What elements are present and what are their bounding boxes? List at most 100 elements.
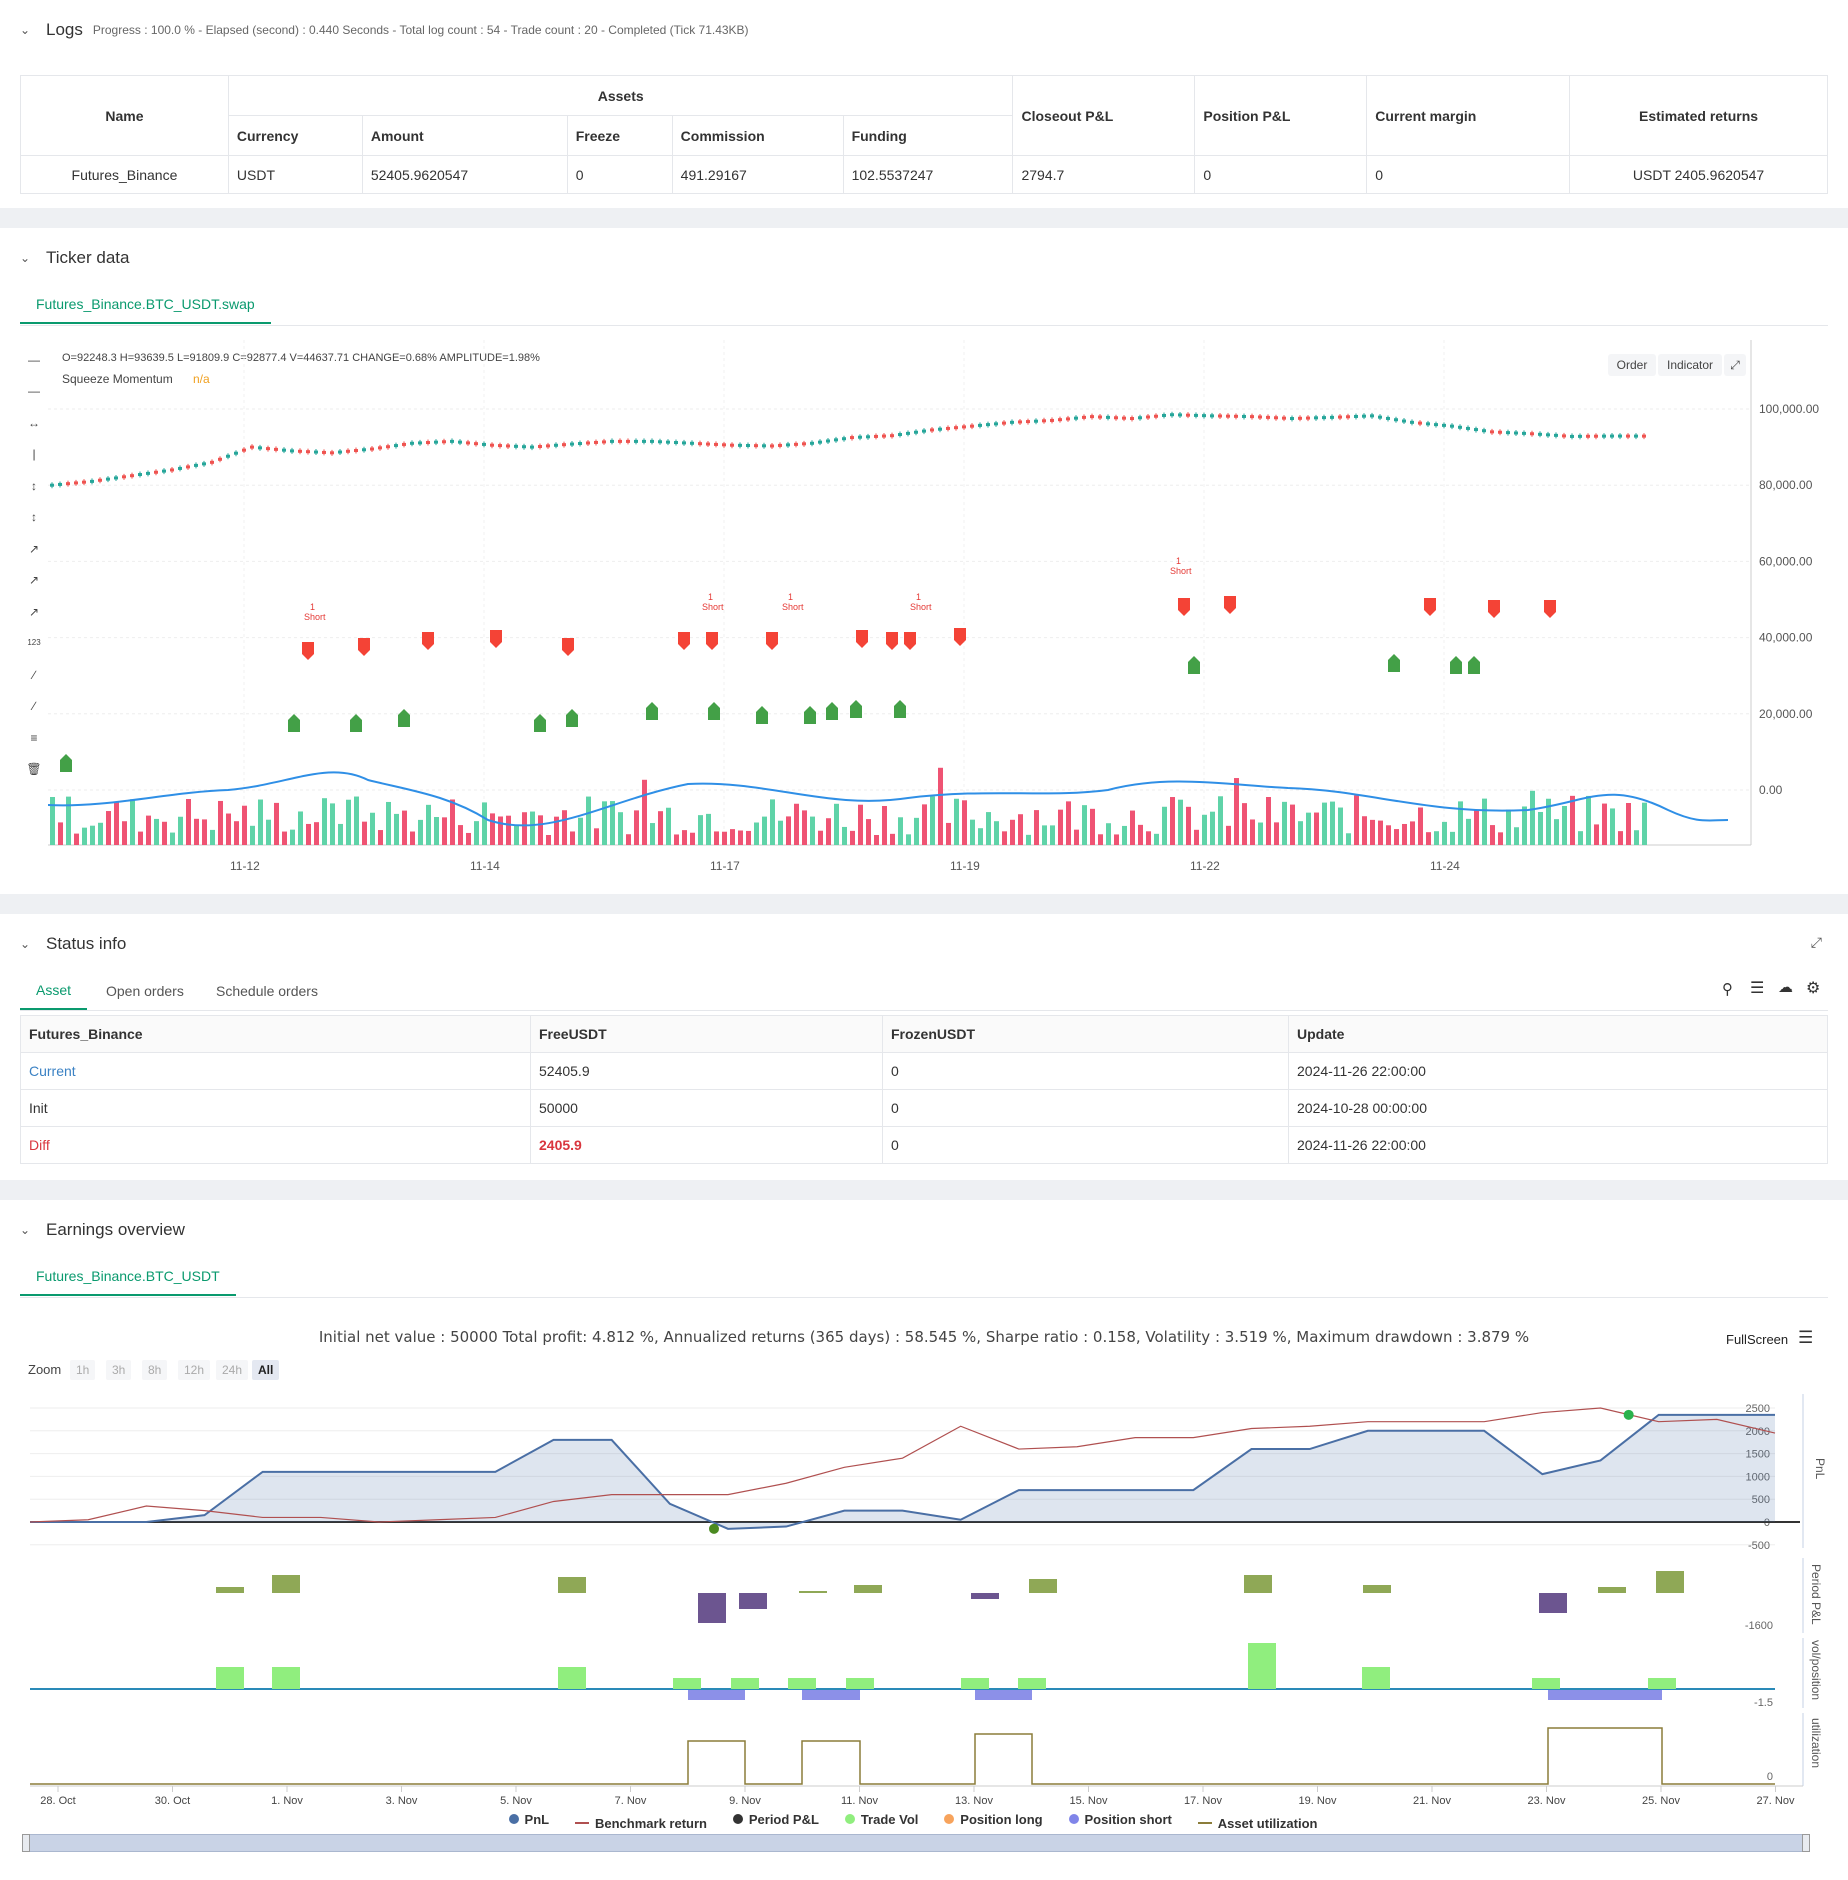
- zoom-24h[interactable]: 24h: [216, 1360, 249, 1380]
- legend-period[interactable]: Period P&L: [732, 1812, 819, 1827]
- indicator-button[interactable]: Indicator: [1658, 354, 1722, 376]
- levels-tool-icon[interactable]: ≡: [30, 731, 38, 745]
- cell-name: Futures_Binance: [20, 155, 229, 194]
- candlestick-chart[interactable]: 100,000.00 80,000.00 60,000.00 40,000.00 20,…: [48, 340, 1838, 876]
- search-icon[interactable]: ⚲: [1722, 981, 1733, 998]
- zoom-3h[interactable]: 3h: [106, 1360, 132, 1380]
- x-tick-label: 11-14: [470, 859, 500, 873]
- list-icon[interactable]: ☰: [1750, 980, 1765, 997]
- candle: [306, 450, 310, 454]
- tab-asset[interactable]: Asset: [20, 972, 88, 1010]
- order-button[interactable]: Order: [1608, 354, 1656, 376]
- vertical-line-tool-icon[interactable]: |: [32, 447, 36, 461]
- candle: [1290, 417, 1294, 421]
- fullscreen-button[interactable]: FullScreen: [1726, 1332, 1789, 1347]
- status-header[interactable]: ⌄ Status info: [20, 932, 126, 956]
- candle: [706, 442, 710, 446]
- tab-schedule-orders[interactable]: Schedule orders: [216, 983, 318, 999]
- volume-bar: [290, 829, 295, 845]
- buy-marker-icon: [566, 709, 578, 727]
- volume-bar: [338, 823, 343, 845]
- ticker-header[interactable]: ⌄ Ticker data: [20, 246, 129, 270]
- volume-bar: [146, 815, 151, 845]
- candle: [674, 441, 678, 445]
- legend-pnl[interactable]: PnL: [508, 1812, 549, 1827]
- candle: [410, 441, 414, 445]
- candle: [466, 441, 470, 445]
- tab-open-orders[interactable]: Open orders: [106, 983, 184, 999]
- cell-currency: USDT: [227, 155, 363, 194]
- candle: [1258, 415, 1262, 419]
- buy-marker-icon: [60, 754, 72, 772]
- volume-bar: [594, 828, 599, 845]
- period-pnl-bar: [272, 1575, 300, 1593]
- volume-bar: [354, 796, 359, 845]
- horizontal-line-tool-icon[interactable]: —: [28, 353, 40, 367]
- candle: [554, 443, 558, 447]
- candle: [258, 446, 262, 450]
- legend-utilization[interactable]: Asset utilization: [1197, 1816, 1317, 1831]
- volume-bar: [1362, 816, 1367, 845]
- volume-bar: [1290, 804, 1295, 845]
- volume-bar: [1186, 806, 1191, 845]
- candle: [362, 448, 366, 452]
- trend-line-tool-icon[interactable]: ↗: [28, 542, 40, 556]
- segment-tool-icon[interactable]: ↗: [28, 605, 40, 619]
- tab-earnings-symbol[interactable]: Futures_Binance.BTC_USDT: [20, 1258, 236, 1296]
- trash-icon[interactable]: 🗑: [26, 762, 42, 776]
- candle: [1586, 434, 1590, 438]
- zoom-8h[interactable]: 8h: [142, 1360, 168, 1380]
- volume-bar: [946, 822, 951, 845]
- extended-line-tool-icon[interactable]: ↔: [28, 416, 40, 430]
- row-label-current[interactable]: Current: [20, 1052, 531, 1090]
- pnl-y-tick: -500: [1748, 1540, 1770, 1552]
- candle: [610, 439, 614, 443]
- horizontal-ray-tool-icon[interactable]: —: [28, 384, 40, 398]
- volume-bar: [1586, 795, 1591, 845]
- candle: [314, 450, 318, 454]
- vertical-segment-tool-icon[interactable]: ↕: [31, 510, 37, 524]
- price-label-tool-icon[interactable]: 123: [27, 638, 41, 647]
- zoom-12h[interactable]: 12h: [178, 1360, 211, 1380]
- candle: [1098, 415, 1102, 419]
- volume-bar: [378, 830, 383, 845]
- gear-icon[interactable]: ⚙: [1806, 980, 1821, 997]
- cloud-download-icon[interactable]: ☁: [1778, 979, 1793, 996]
- volume-bar: [1274, 822, 1279, 845]
- volume-bar: [138, 831, 143, 845]
- expand-icon[interactable]: ⤢: [1724, 354, 1746, 376]
- candle: [394, 444, 398, 448]
- volume-bar: [818, 830, 823, 845]
- cell-margin: 0: [1366, 155, 1571, 194]
- parallel-channel-tool-icon[interactable]: ∕: [32, 668, 35, 682]
- ray-line-tool-icon[interactable]: ↗: [28, 573, 40, 587]
- legend-position-short[interactable]: Position short: [1068, 1812, 1172, 1827]
- earnings-chart[interactable]: 2500 2000 1500 1000 500 0 -500 PnL -1600 Period P…: [0, 1388, 1848, 1808]
- collapse-icon[interactable]: ⤢: [1810, 934, 1822, 950]
- volume-bar: [322, 798, 327, 845]
- volume-bar: [58, 822, 63, 845]
- legend-benchmark[interactable]: Benchmark return: [574, 1816, 707, 1831]
- trade-short-label: Short: [702, 602, 724, 612]
- navigator-handle-left[interactable]: [22, 1834, 30, 1852]
- vertical-ray-tool-icon[interactable]: ↕: [31, 479, 37, 493]
- divider: [20, 325, 1828, 326]
- candle: [1242, 414, 1246, 418]
- zoom-1h[interactable]: 1h: [70, 1360, 96, 1380]
- legend-trade-vol[interactable]: Trade Vol: [844, 1812, 918, 1827]
- legend-position-long[interactable]: Position long: [944, 1812, 1043, 1827]
- y-tick-label: 80,000.00: [1759, 478, 1813, 492]
- tab-ticker-symbol[interactable]: Futures_Binance.BTC_USDT.swap: [20, 286, 271, 324]
- assets-table: Name Assets Closeout P&L Position P&L Cu…: [20, 75, 1828, 194]
- th-freeze: Freeze: [566, 115, 673, 156]
- menu-icon[interactable]: ☰: [1798, 1328, 1814, 1347]
- fib-tool-icon[interactable]: ∕: [32, 699, 35, 713]
- navigator-handle-right[interactable]: [1802, 1834, 1810, 1852]
- navigator-scrollbar[interactable]: [28, 1834, 1808, 1852]
- logs-header[interactable]: ⌄ Logs Progress : 100.0 % - Elapsed (sec…: [20, 18, 749, 42]
- earnings-header[interactable]: ⌄ Earnings overview: [20, 1218, 185, 1242]
- volume-bar: [1618, 831, 1623, 845]
- pnl-y-tick: 1000: [1746, 1471, 1770, 1483]
- zoom-all[interactable]: All: [252, 1360, 280, 1380]
- candle: [1026, 420, 1030, 424]
